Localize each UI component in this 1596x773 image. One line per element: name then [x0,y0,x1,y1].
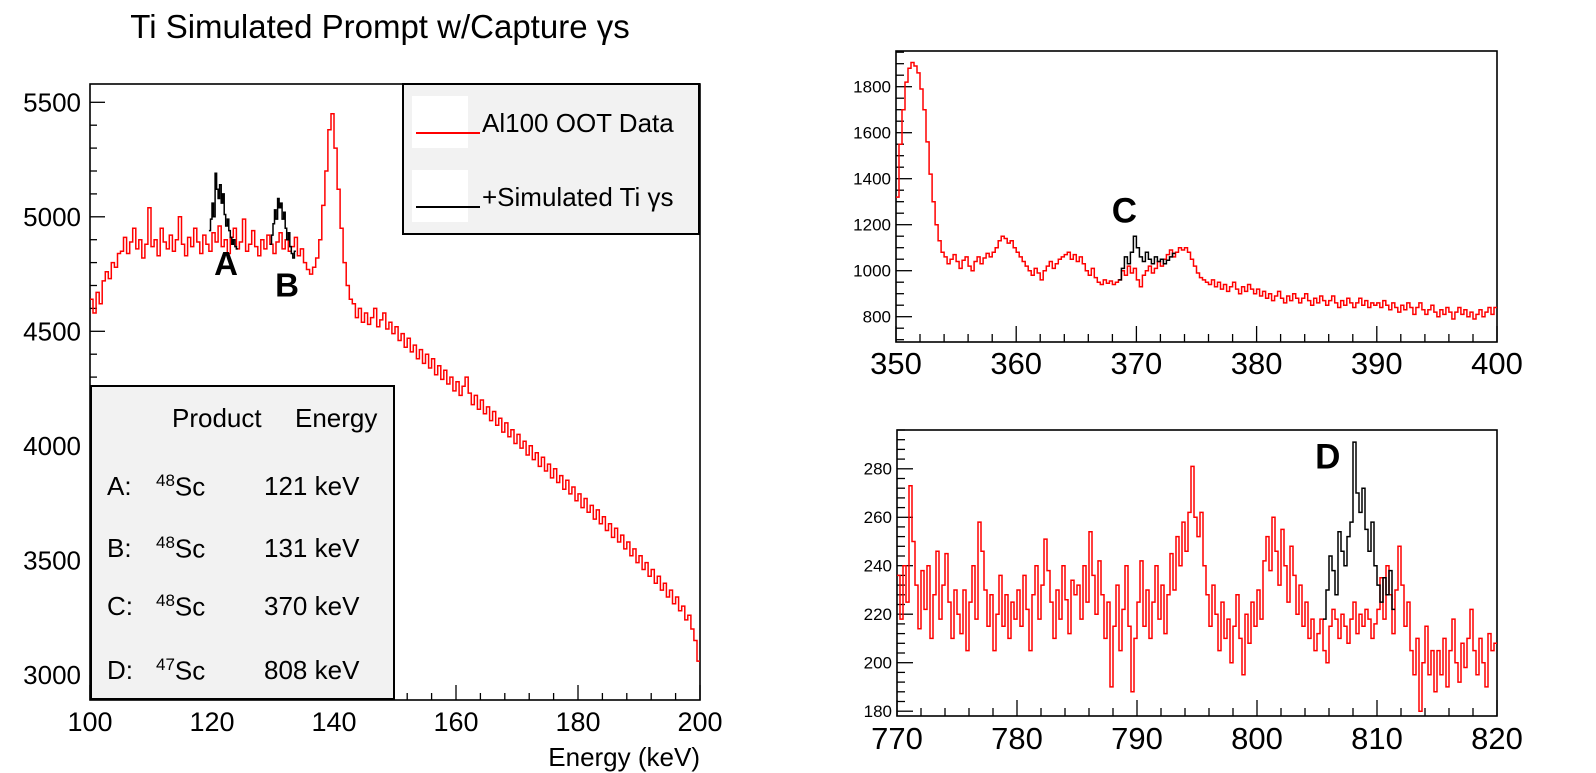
y-tick-label: 1600 [853,124,891,143]
histogram-series [90,113,700,662]
peak-table-header: Product Energy [92,403,393,433]
isotope-symbol: Sc [174,591,206,622]
y-tick-label: 260 [864,508,892,527]
peak-table-header-energy: Energy [295,403,378,433]
row-product: 48Sc [156,591,205,623]
peak-annotation: A [214,245,238,282]
peak-table-header-product: Product [172,403,262,433]
y-tick-label: 800 [863,308,891,327]
histogram-series [269,197,296,259]
y-tick-label: 1000 [853,262,891,281]
x-tick-label: 100 [67,707,112,737]
peak-annotation: B [275,267,299,304]
table-row: B: 48Sc 131 keV [92,533,393,565]
x-tick-label: 370 [1111,346,1163,381]
y-tick-label: 4500 [23,316,81,346]
y-tick-label: 5000 [23,202,81,232]
y-tick-label: 1400 [853,170,891,189]
peak-annotation: D [1315,437,1340,476]
legend-item-simulated: +Simulated Ti γs [404,159,698,235]
table-row: C: 48Sc 370 keV [92,591,393,623]
y-tick-label: 180 [864,702,892,721]
y-tick-label: 3000 [23,660,81,690]
legend-line-red [416,132,480,134]
isotope-mass: 47 [156,655,175,674]
row-key: C: [107,591,133,621]
y-tick-label: 5500 [23,87,81,117]
isotope-symbol: Sc [174,655,206,686]
legend-swatch-white [412,96,480,148]
row-key: A: [107,471,132,501]
main-x-axis-title: Energy (keV) [548,742,700,772]
row-product: 48Sc [156,533,205,565]
histogram-series [897,465,1497,712]
legend-swatch-white [412,170,480,222]
x-tick-label: 790 [1111,721,1163,756]
histogram-series [1323,441,1395,620]
legend-label-data: Al100 OOT Data [482,107,674,138]
x-tick-label: 180 [555,707,600,737]
x-tick-label: 120 [189,707,234,737]
x-tick-label: 810 [1351,721,1403,756]
zoom-plot-c: 350 360 370 380 390 400 800 1000 1200 1400 1600 180… [853,50,1523,381]
legend-box: Al100 OOT Data +Simulated Ti γs [402,83,700,235]
y-tick-label: 220 [864,605,892,624]
table-row: A: 48Sc 121 keV [92,471,393,503]
plot-frame [895,50,1498,343]
row-key: B: [107,533,132,563]
row-energy: 370 keV [264,591,360,621]
y-tick-label: 3500 [23,545,81,575]
y-tick-label: 240 [864,557,892,576]
y-tick-label: 1200 [853,216,891,235]
x-tick-label: 390 [1351,346,1403,381]
x-tick-label: 770 [871,721,923,756]
x-tick-label: 800 [1231,721,1283,756]
histogram-series [1118,235,1176,281]
x-tick-label: 820 [1471,721,1523,756]
plot-frame [896,429,1498,717]
row-key: D: [107,655,133,685]
legend-line-black [416,206,480,208]
isotope-mass: 48 [156,471,175,490]
main-plot-title: Ti Simulated Prompt w/Capture γs [130,8,630,45]
row-product: 47Sc [156,655,205,687]
legend-item-data: Al100 OOT Data [404,85,698,161]
isotope-mass: 48 [156,591,175,610]
row-product: 48Sc [156,471,205,503]
peak-annotation: C [1112,191,1137,230]
y-tick-label: 200 [864,654,892,673]
y-tick-label: 280 [864,460,892,479]
x-tick-label: 160 [433,707,478,737]
x-tick-label: 360 [990,346,1042,381]
row-energy: 121 keV [264,471,360,501]
histogram-series [896,61,1497,320]
main-spectrum-plot: 100 120 140 160 180 200 3000 3500 4000 4500 5000 55… [23,83,723,737]
x-tick-label: 350 [870,346,922,381]
row-energy: 808 keV [264,655,360,685]
x-tick-label: 780 [991,721,1043,756]
isotope-symbol: Sc [174,471,206,502]
histogram-series [208,172,238,250]
peak-table: Product Energy A: 48Sc 121 keV B: 48Sc 1… [90,385,395,700]
row-energy: 131 keV [264,533,360,563]
zoom-plot-d: 770 780 790 800 810 820 180 200 220 240 260 280 D [864,429,1523,756]
legend-label-simulated: +Simulated Ti γs [482,181,674,212]
y-tick-label: 1800 [853,78,891,97]
y-tick-label: 4000 [23,431,81,461]
x-tick-label: 140 [311,707,356,737]
x-tick-label: 200 [677,707,722,737]
isotope-symbol: Sc [174,533,206,564]
x-tick-label: 380 [1231,346,1283,381]
isotope-mass: 48 [156,533,175,552]
x-tick-label: 400 [1471,346,1523,381]
table-row: D: 47Sc 808 keV [92,655,393,687]
